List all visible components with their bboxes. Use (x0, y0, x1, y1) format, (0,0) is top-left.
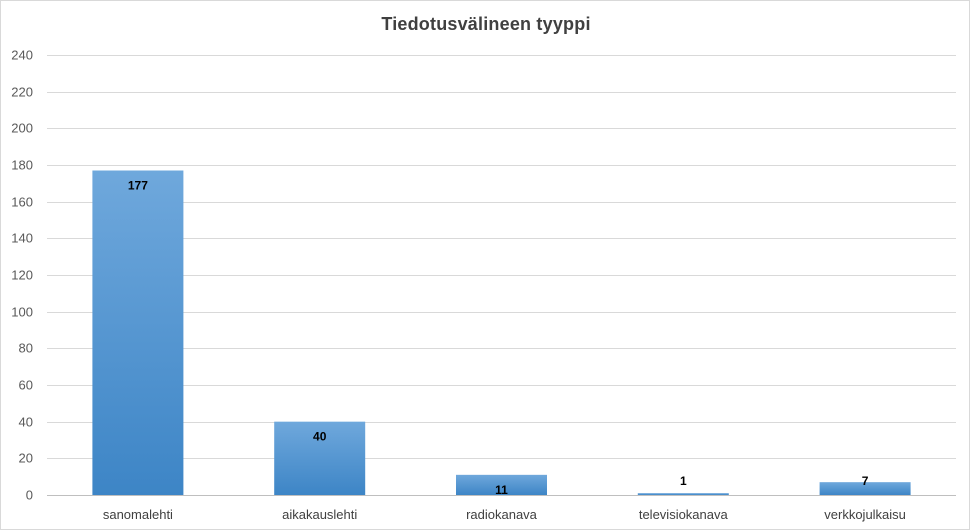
y-tick-label: 140 (11, 231, 33, 246)
bar-televisiokanava (637, 493, 729, 495)
x-category-label: sanomalehti (103, 507, 173, 522)
y-tick-label: 40 (19, 415, 33, 430)
bar-verkkojulkaisu (819, 482, 911, 495)
y-tick-label: 20 (19, 451, 33, 466)
x-category-label: televisiokanava (639, 507, 729, 522)
y-axis-tick-labels: 0 20 40 60 80 100 120 140 160 180 200 220 240 (11, 48, 33, 503)
data-label: 177 (128, 179, 148, 193)
y-tick-label: 200 (11, 121, 33, 136)
bar-sanomalehti (92, 170, 184, 495)
y-tick-label: 120 (11, 268, 33, 283)
x-category-label: aikakauslehti (282, 507, 357, 522)
y-tick-label: 100 (11, 305, 33, 320)
y-tick-label: 220 (11, 85, 33, 100)
bars (92, 170, 911, 495)
bar-aikakauslehti (274, 421, 366, 495)
gridlines (47, 55, 956, 496)
x-category-label: verkkojulkaisu (824, 507, 906, 522)
data-label: 1 (680, 474, 687, 488)
data-label: 11 (495, 483, 508, 497)
data-label: 7 (862, 474, 869, 488)
chart-title: Tiedotusvälineen tyyppi (381, 14, 591, 34)
y-tick-label: 240 (11, 48, 33, 63)
y-tick-label: 0 (26, 488, 33, 503)
bar-radiokanava (456, 474, 547, 495)
y-tick-label: 80 (19, 341, 33, 356)
y-tick-label: 160 (11, 195, 33, 210)
data-label: 40 (313, 430, 327, 444)
x-category-label: radiokanava (466, 507, 538, 522)
x-axis-category-labels: sanomalehti aikakauslehti radiokanava telev… (103, 507, 906, 522)
y-tick-label: 60 (19, 378, 33, 393)
y-tick-label: 180 (11, 158, 33, 173)
